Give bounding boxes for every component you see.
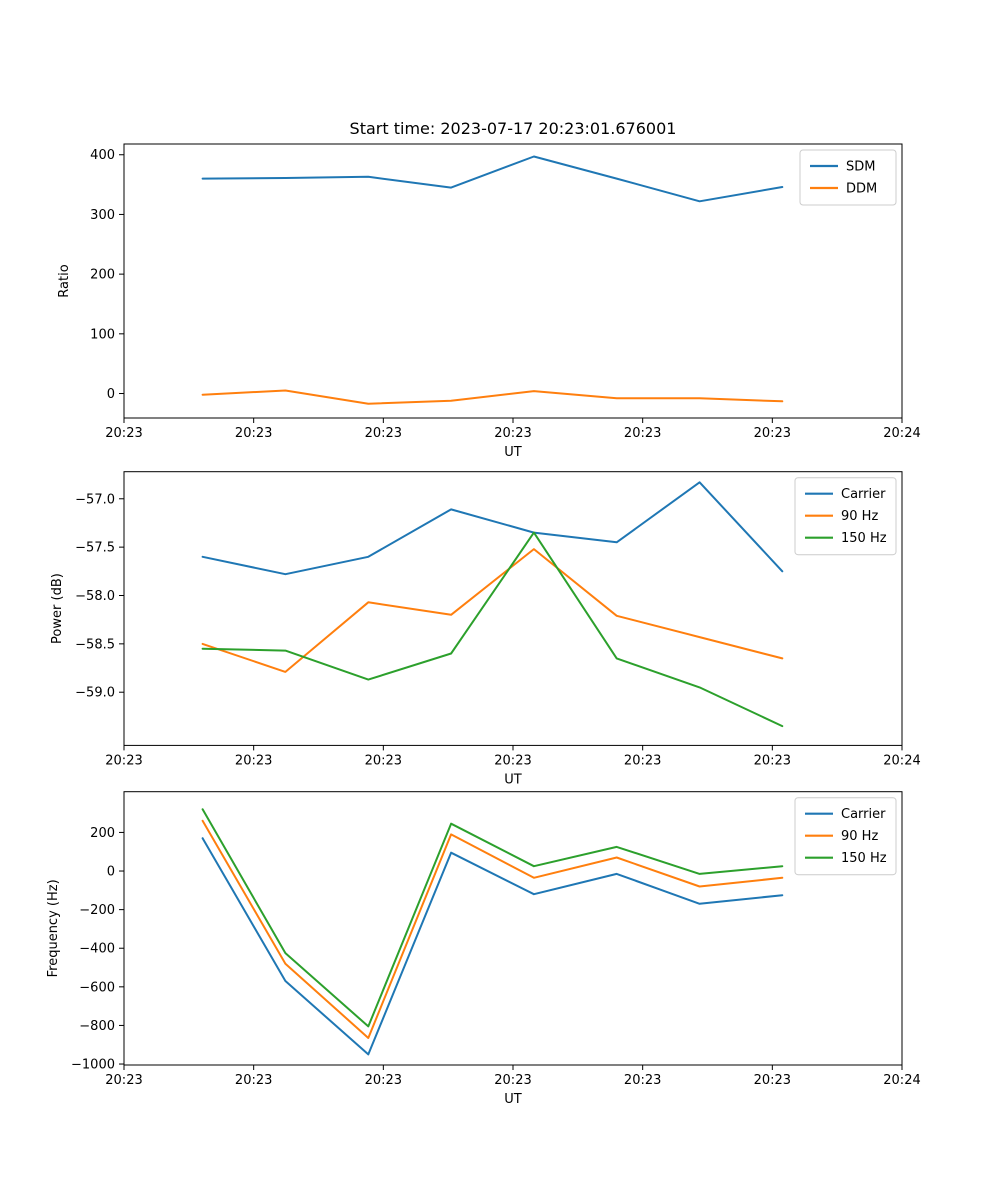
series-line-150-hz — [201, 531, 784, 728]
x-tick-label: 20:23 — [754, 426, 791, 441]
y-tick-label: −59.0 — [75, 686, 115, 701]
y-tick-label: −800 — [79, 1019, 115, 1034]
y-tick-label: −200 — [79, 903, 115, 918]
x-tick-label: 20:24 — [883, 753, 920, 768]
legend-label: 90 Hz — [841, 829, 878, 844]
x-tick-label: 20:23 — [105, 426, 142, 441]
x-tick-label: 20:23 — [624, 1073, 661, 1088]
figure-title: Start time: 2023-07-17 20:23:01.676001 — [350, 119, 677, 138]
plot-frame-2 — [123, 791, 903, 1066]
y-tick-label: 400 — [90, 148, 115, 163]
series-line-carrier — [201, 481, 784, 576]
y-tick-label: −600 — [79, 980, 115, 995]
x-tick-label: 20:23 — [754, 753, 791, 768]
y-tick-label: 200 — [90, 268, 115, 283]
y-tick-label: −1000 — [71, 1058, 115, 1073]
legend-label: 150 Hz — [841, 851, 887, 866]
x-tick-label: 20:23 — [235, 1073, 272, 1088]
x-tick-label: 20:24 — [883, 1073, 920, 1088]
x-tick-label: 20:23 — [754, 1073, 791, 1088]
y-tick-label: −58.5 — [75, 637, 115, 652]
y-tick-label: −58.0 — [75, 589, 115, 604]
x-tick-label: 20:23 — [235, 753, 272, 768]
series-line-sdm — [201, 155, 784, 203]
legend-box — [794, 477, 897, 556]
y-axis-label: Frequency (Hz) — [46, 879, 61, 977]
series-line-ddm — [201, 389, 784, 405]
y-tick-label: 100 — [90, 327, 115, 342]
y-tick-label: 0 — [107, 387, 115, 402]
legend-label: 150 Hz — [841, 531, 887, 546]
y-tick-label: 200 — [90, 826, 115, 841]
series-line-carrier — [201, 837, 784, 1056]
legend-label: Carrier — [841, 807, 886, 822]
plot-frame-1 — [123, 471, 903, 746]
series-line-90-hz — [201, 819, 784, 1039]
x-axis-label: UT — [504, 772, 522, 787]
x-tick-label: 20:23 — [105, 753, 142, 768]
legend-box — [799, 149, 897, 206]
series-line-150-hz — [201, 808, 784, 1028]
x-axis-label: UT — [504, 445, 522, 460]
plot-frame-0 — [123, 143, 903, 419]
legend-label: Carrier — [841, 487, 886, 502]
y-tick-label: 300 — [90, 208, 115, 223]
y-axis-label: Power (dB) — [50, 573, 65, 644]
x-tick-label: 20:23 — [624, 426, 661, 441]
y-tick-label: −400 — [79, 942, 115, 957]
x-tick-label: 20:23 — [105, 1073, 142, 1088]
y-axis-label: Ratio — [57, 264, 72, 297]
legend-label: SDM — [846, 160, 875, 175]
x-tick-label: 20:23 — [235, 426, 272, 441]
series-line-90-hz — [201, 548, 784, 673]
x-tick-label: 20:23 — [365, 1073, 402, 1088]
x-tick-label: 20:23 — [494, 1073, 531, 1088]
y-tick-label: −57.0 — [75, 492, 115, 507]
legend-box — [794, 797, 897, 876]
legend-label: DDM — [846, 182, 877, 197]
x-axis-label: UT — [504, 1092, 522, 1107]
x-tick-label: 20:23 — [494, 426, 531, 441]
x-tick-label: 20:23 — [624, 753, 661, 768]
x-tick-label: 20:24 — [883, 426, 920, 441]
y-tick-label: −57.5 — [75, 541, 115, 556]
x-tick-label: 20:23 — [365, 426, 402, 441]
x-tick-label: 20:23 — [365, 753, 402, 768]
legend-label: 90 Hz — [841, 509, 878, 524]
y-tick-label: 0 — [107, 865, 115, 880]
x-tick-label: 20:23 — [494, 753, 531, 768]
